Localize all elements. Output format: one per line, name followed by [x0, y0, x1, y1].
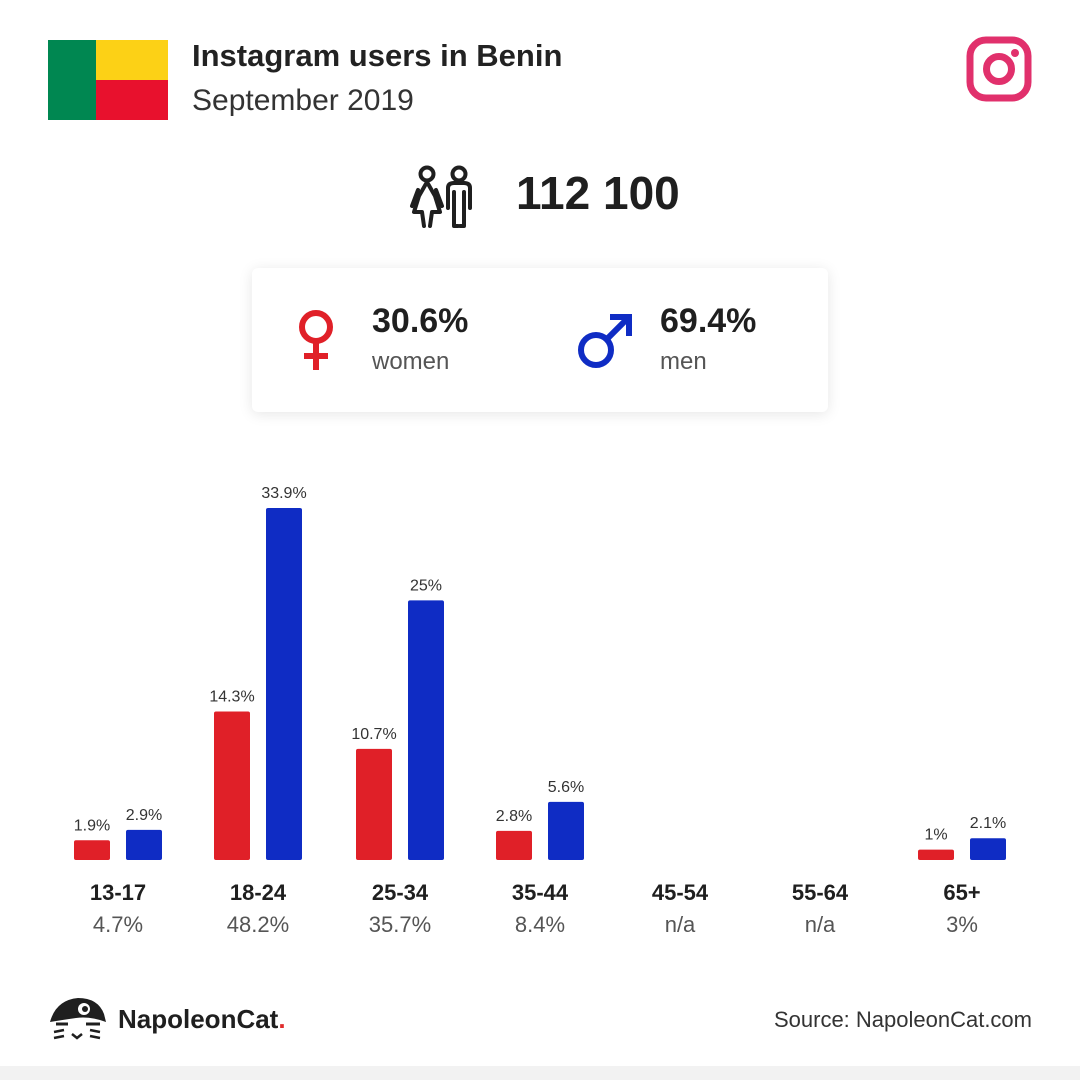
- flag-red-band: [96, 80, 168, 120]
- category-total-35-44: 8.4%: [515, 912, 565, 937]
- instagram-icon: [966, 36, 1032, 102]
- category-label-35-44: 35-44: [512, 880, 569, 905]
- bar-men-65+: [970, 838, 1006, 860]
- male-icon: [578, 314, 632, 368]
- data-label-men-25-34: 25%: [410, 577, 442, 594]
- category-total-25-34: 35.7%: [369, 912, 431, 937]
- bar-women-65+: [918, 849, 954, 860]
- gender-card: 30.6% women 69.4% men: [252, 268, 828, 412]
- data-label-women-13-17: 1.9%: [74, 817, 110, 834]
- data-label-women-18-24: 14.3%: [209, 689, 254, 706]
- category-total-13-17: 4.7%: [93, 912, 143, 937]
- men-label: men: [660, 348, 707, 375]
- source-credit: Source: NapoleonCat.com: [773, 1007, 1032, 1032]
- data-label-men-18-24: 33.9%: [261, 485, 306, 502]
- flag-yellow-band: [96, 40, 168, 80]
- total-users: 112 100: [516, 167, 680, 219]
- men-percent: 69.4%: [660, 302, 757, 340]
- bar-women-35-44: [496, 830, 532, 860]
- category-total-55-64: n/a: [805, 912, 836, 937]
- data-label-men-35-44: 5.6%: [548, 779, 584, 796]
- category-label-55-64: 55-64: [792, 880, 849, 905]
- category-label-65+: 65+: [943, 880, 980, 905]
- page-title: Instagram users in Benin: [192, 38, 563, 73]
- category-label-25-34: 25-34: [372, 880, 429, 905]
- female-icon: [299, 310, 333, 370]
- category-label-45-54: 45-54: [652, 880, 709, 905]
- benin-flag: [48, 40, 168, 120]
- women-percent: 30.6%: [372, 302, 469, 340]
- brand-dot: .: [278, 1004, 286, 1034]
- bar-men-13-17: [126, 829, 162, 860]
- bar-men-18-24: [266, 508, 302, 860]
- category-label-13-17: 13-17: [90, 880, 146, 905]
- bar-women-25-34: [356, 748, 392, 860]
- bar-women-18-24: [214, 711, 250, 860]
- category-label-18-24: 18-24: [230, 880, 287, 905]
- bar-women-13-17: [74, 840, 110, 860]
- bar-men-25-34: [408, 600, 444, 860]
- category-total-18-24: 48.2%: [227, 912, 289, 937]
- category-total-45-54: n/a: [665, 912, 696, 937]
- users-icon: [410, 165, 472, 228]
- brand-name: NapoleonCat.: [118, 1004, 286, 1035]
- data-label-women-35-44: 2.8%: [496, 808, 532, 825]
- napoleoncat-logo-icon: [50, 998, 106, 1040]
- flag-green-band: [48, 40, 96, 120]
- brand-text: NapoleonCat: [118, 1004, 279, 1034]
- category-total-65+: 3%: [946, 912, 978, 937]
- women-label: women: [372, 348, 450, 375]
- data-label-men-13-17: 2.9%: [126, 807, 162, 824]
- data-label-women-65+: 1%: [924, 827, 947, 844]
- bar-men-35-44: [548, 801, 584, 860]
- data-label-women-25-34: 10.7%: [351, 726, 396, 743]
- page-subtitle: September 2019: [192, 84, 414, 117]
- age-gender-bar-chart: 1.9% 2.9% 13-17 4.7% 14.3% 33.9% 18-24 48.2% 10.…: [74, 485, 1006, 937]
- data-label-men-65+: 2.1%: [970, 815, 1006, 832]
- footer-strip: [0, 1066, 1080, 1080]
